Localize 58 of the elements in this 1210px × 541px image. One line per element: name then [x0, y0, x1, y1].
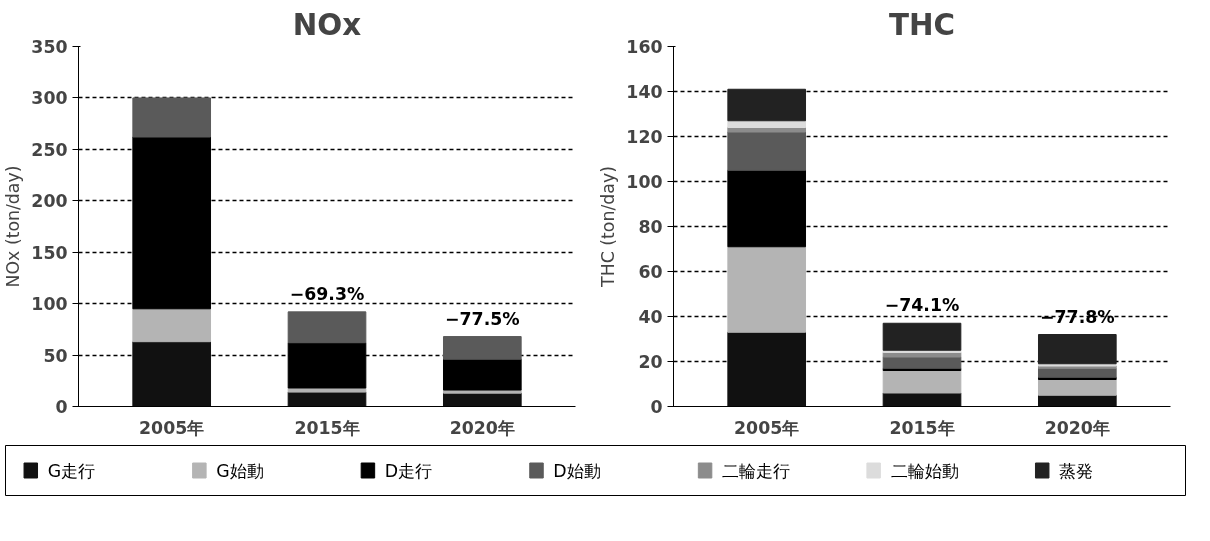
- y-tick-label: 300: [31, 88, 68, 109]
- bar: [1037, 379, 1117, 396]
- y-tick-label: 80: [638, 217, 663, 237]
- bar: [1037, 367, 1117, 378]
- chart-title: THC: [888, 7, 956, 42]
- legend-label: 蒸発: [1059, 460, 1094, 481]
- y-tick-label: 120: [626, 127, 663, 147]
- y-tick-label: 200: [31, 191, 68, 212]
- bar: [287, 311, 367, 344]
- y-tick-label: 100: [626, 172, 663, 192]
- y-tick-label: 20: [638, 352, 663, 372]
- x-tick-label: 2005年: [139, 417, 205, 438]
- y-axis-title: THC (ton/day): [598, 166, 619, 288]
- y-tick-label: 50: [43, 345, 68, 366]
- bar: [132, 341, 212, 407]
- bar: [727, 246, 807, 333]
- bar: [442, 358, 522, 391]
- annotation: −77.5%: [445, 308, 520, 329]
- legend-label: D走行: [384, 460, 433, 481]
- legend-label: G始動: [216, 460, 264, 481]
- y-tick-label: 100: [31, 294, 68, 315]
- y-tick-label: 0: [55, 397, 68, 417]
- legend-label: D始動: [553, 460, 601, 481]
- bar: [442, 336, 522, 360]
- legend-label: G走行: [47, 460, 96, 481]
- x-tick-label: 2015年: [889, 417, 955, 438]
- chart-title: NOx: [292, 7, 362, 42]
- legend-label: 二輪走行: [721, 460, 790, 481]
- bar: [132, 136, 212, 310]
- legend-label: 二輪始動: [890, 460, 959, 481]
- y-tick-label: 160: [626, 37, 663, 57]
- y-tick-label: 150: [31, 242, 68, 263]
- y-tick-label: 60: [638, 262, 663, 282]
- y-tick-label: 140: [626, 82, 663, 102]
- bar: [1037, 334, 1117, 365]
- bar: [727, 127, 807, 133]
- bar: [882, 352, 962, 358]
- y-tick-label: 40: [638, 307, 663, 327]
- annotation: −74.1%: [884, 295, 960, 316]
- bar: [132, 97, 212, 138]
- annotation: −77.8%: [1040, 306, 1115, 327]
- x-tick-label: 2005年: [734, 417, 800, 438]
- bar: [727, 331, 807, 407]
- bar: [727, 120, 807, 128]
- bar: [882, 370, 962, 394]
- y-tick-label: 350: [31, 37, 68, 57]
- y-tick-label: 250: [31, 139, 68, 160]
- annotation: −69.3%: [289, 283, 365, 304]
- bar: [727, 169, 807, 248]
- y-axis-title: NOx (ton/day): [3, 165, 24, 288]
- x-tick-label: 2020年: [1044, 417, 1110, 438]
- x-tick-label: 2020年: [449, 417, 515, 438]
- bar: [882, 322, 962, 351]
- bar: [132, 308, 212, 343]
- x-tick-label: 2015年: [294, 417, 360, 438]
- bar: [727, 131, 807, 171]
- y-tick-label: 0: [650, 397, 663, 417]
- bar: [727, 88, 807, 122]
